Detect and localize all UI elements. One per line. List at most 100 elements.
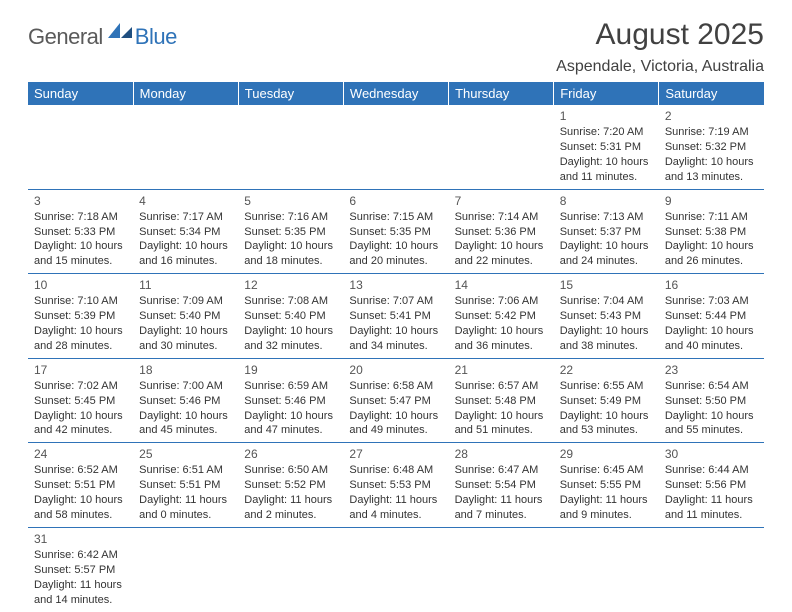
- daylight-text: and 55 minutes.: [665, 423, 758, 438]
- day-number: 18: [139, 362, 232, 378]
- sunset-text: Sunset: 5:37 PM: [560, 225, 653, 240]
- day-number: 16: [665, 277, 758, 293]
- calendar-day-cell: 1Sunrise: 7:20 AMSunset: 5:31 PMDaylight…: [554, 105, 659, 189]
- day-number: 20: [349, 362, 442, 378]
- calendar-day-cell: 13Sunrise: 7:07 AMSunset: 5:41 PMDayligh…: [343, 274, 448, 359]
- calendar-table: Sunday Monday Tuesday Wednesday Thursday…: [28, 82, 764, 611]
- calendar-day-cell: 30Sunrise: 6:44 AMSunset: 5:56 PMDayligh…: [659, 443, 764, 528]
- daylight-text: and 26 minutes.: [665, 254, 758, 269]
- daylight-text: and 47 minutes.: [244, 423, 337, 438]
- daylight-text: and 7 minutes.: [455, 508, 548, 523]
- sunrise-text: Sunrise: 7:06 AM: [455, 294, 548, 309]
- title-block: August 2025 Aspendale, Victoria, Austral…: [556, 18, 764, 76]
- sunrise-text: Sunrise: 7:11 AM: [665, 210, 758, 225]
- sunset-text: Sunset: 5:39 PM: [34, 309, 127, 324]
- daylight-text: Daylight: 11 hours: [244, 493, 337, 508]
- sunset-text: Sunset: 5:36 PM: [455, 225, 548, 240]
- sunset-text: Sunset: 5:47 PM: [349, 394, 442, 409]
- daylight-text: and 20 minutes.: [349, 254, 442, 269]
- daylight-text: Daylight: 10 hours: [665, 155, 758, 170]
- brand-sail-icon: [106, 21, 134, 39]
- calendar-day-cell: 2Sunrise: 7:19 AMSunset: 5:32 PMDaylight…: [659, 105, 764, 189]
- sunrise-text: Sunrise: 6:42 AM: [34, 548, 127, 563]
- brand-word2: Blue: [135, 24, 177, 50]
- calendar-day-cell: 18Sunrise: 7:00 AMSunset: 5:46 PMDayligh…: [133, 358, 238, 443]
- daylight-text: and 45 minutes.: [139, 423, 232, 438]
- daylight-text: Daylight: 10 hours: [455, 409, 548, 424]
- calendar-week-row: 31Sunrise: 6:42 AMSunset: 5:57 PMDayligh…: [28, 527, 764, 611]
- daylight-text: and 42 minutes.: [34, 423, 127, 438]
- calendar-day-cell: [238, 105, 343, 189]
- calendar-week-row: 1Sunrise: 7:20 AMSunset: 5:31 PMDaylight…: [28, 105, 764, 189]
- daylight-text: Daylight: 10 hours: [560, 155, 653, 170]
- calendar-day-cell: 15Sunrise: 7:04 AMSunset: 5:43 PMDayligh…: [554, 274, 659, 359]
- day-number: 6: [349, 193, 442, 209]
- sunset-text: Sunset: 5:54 PM: [455, 478, 548, 493]
- daylight-text: and 58 minutes.: [34, 508, 127, 523]
- daylight-text: Daylight: 10 hours: [139, 239, 232, 254]
- sunset-text: Sunset: 5:52 PM: [244, 478, 337, 493]
- daylight-text: Daylight: 10 hours: [34, 239, 127, 254]
- day-number: 23: [665, 362, 758, 378]
- daylight-text: and 11 minutes.: [560, 170, 653, 185]
- calendar-week-row: 17Sunrise: 7:02 AMSunset: 5:45 PMDayligh…: [28, 358, 764, 443]
- daylight-text: and 38 minutes.: [560, 339, 653, 354]
- sunset-text: Sunset: 5:35 PM: [244, 225, 337, 240]
- daylight-text: Daylight: 11 hours: [139, 493, 232, 508]
- daylight-text: Daylight: 10 hours: [560, 239, 653, 254]
- sunset-text: Sunset: 5:56 PM: [665, 478, 758, 493]
- calendar-day-cell: 24Sunrise: 6:52 AMSunset: 5:51 PMDayligh…: [28, 443, 133, 528]
- day-number: 21: [455, 362, 548, 378]
- sunset-text: Sunset: 5:45 PM: [34, 394, 127, 409]
- calendar-day-cell: 7Sunrise: 7:14 AMSunset: 5:36 PMDaylight…: [449, 189, 554, 274]
- calendar-day-cell: [554, 527, 659, 611]
- weekday-header-row: Sunday Monday Tuesday Wednesday Thursday…: [28, 82, 764, 105]
- daylight-text: and 28 minutes.: [34, 339, 127, 354]
- daylight-text: Daylight: 10 hours: [139, 409, 232, 424]
- sunrise-text: Sunrise: 7:00 AM: [139, 379, 232, 394]
- calendar-day-cell: 10Sunrise: 7:10 AMSunset: 5:39 PMDayligh…: [28, 274, 133, 359]
- sunrise-text: Sunrise: 6:57 AM: [455, 379, 548, 394]
- calendar-week-row: 3Sunrise: 7:18 AMSunset: 5:33 PMDaylight…: [28, 189, 764, 274]
- calendar-week-row: 10Sunrise: 7:10 AMSunset: 5:39 PMDayligh…: [28, 274, 764, 359]
- day-number: 8: [560, 193, 653, 209]
- sunrise-text: Sunrise: 6:45 AM: [560, 463, 653, 478]
- daylight-text: Daylight: 10 hours: [34, 324, 127, 339]
- calendar-day-cell: 16Sunrise: 7:03 AMSunset: 5:44 PMDayligh…: [659, 274, 764, 359]
- sunset-text: Sunset: 5:43 PM: [560, 309, 653, 324]
- weekday-header: Tuesday: [238, 82, 343, 105]
- day-number: 14: [455, 277, 548, 293]
- daylight-text: Daylight: 10 hours: [349, 239, 442, 254]
- calendar-week-row: 24Sunrise: 6:52 AMSunset: 5:51 PMDayligh…: [28, 443, 764, 528]
- calendar-day-cell: 26Sunrise: 6:50 AMSunset: 5:52 PMDayligh…: [238, 443, 343, 528]
- sunrise-text: Sunrise: 7:03 AM: [665, 294, 758, 309]
- daylight-text: Daylight: 10 hours: [665, 324, 758, 339]
- sunrise-text: Sunrise: 7:04 AM: [560, 294, 653, 309]
- calendar-day-cell: 14Sunrise: 7:06 AMSunset: 5:42 PMDayligh…: [449, 274, 554, 359]
- daylight-text: Daylight: 10 hours: [139, 324, 232, 339]
- daylight-text: Daylight: 11 hours: [665, 493, 758, 508]
- calendar-day-cell: 20Sunrise: 6:58 AMSunset: 5:47 PMDayligh…: [343, 358, 448, 443]
- calendar-day-cell: 8Sunrise: 7:13 AMSunset: 5:37 PMDaylight…: [554, 189, 659, 274]
- calendar-day-cell: 3Sunrise: 7:18 AMSunset: 5:33 PMDaylight…: [28, 189, 133, 274]
- calendar-day-cell: 23Sunrise: 6:54 AMSunset: 5:50 PMDayligh…: [659, 358, 764, 443]
- daylight-text: and 53 minutes.: [560, 423, 653, 438]
- calendar-day-cell: [343, 105, 448, 189]
- sunset-text: Sunset: 5:35 PM: [349, 225, 442, 240]
- sunrise-text: Sunrise: 7:18 AM: [34, 210, 127, 225]
- day-number: 5: [244, 193, 337, 209]
- weekday-header: Friday: [554, 82, 659, 105]
- day-number: 1: [560, 108, 653, 124]
- daylight-text: and 13 minutes.: [665, 170, 758, 185]
- daylight-text: and 32 minutes.: [244, 339, 337, 354]
- calendar-day-cell: 27Sunrise: 6:48 AMSunset: 5:53 PMDayligh…: [343, 443, 448, 528]
- calendar-day-cell: 28Sunrise: 6:47 AMSunset: 5:54 PMDayligh…: [449, 443, 554, 528]
- calendar-day-cell: 12Sunrise: 7:08 AMSunset: 5:40 PMDayligh…: [238, 274, 343, 359]
- daylight-text: Daylight: 10 hours: [349, 409, 442, 424]
- day-number: 9: [665, 193, 758, 209]
- sunrise-text: Sunrise: 7:15 AM: [349, 210, 442, 225]
- sunset-text: Sunset: 5:57 PM: [34, 563, 127, 578]
- daylight-text: and 9 minutes.: [560, 508, 653, 523]
- calendar-day-cell: [449, 105, 554, 189]
- sunrise-text: Sunrise: 7:10 AM: [34, 294, 127, 309]
